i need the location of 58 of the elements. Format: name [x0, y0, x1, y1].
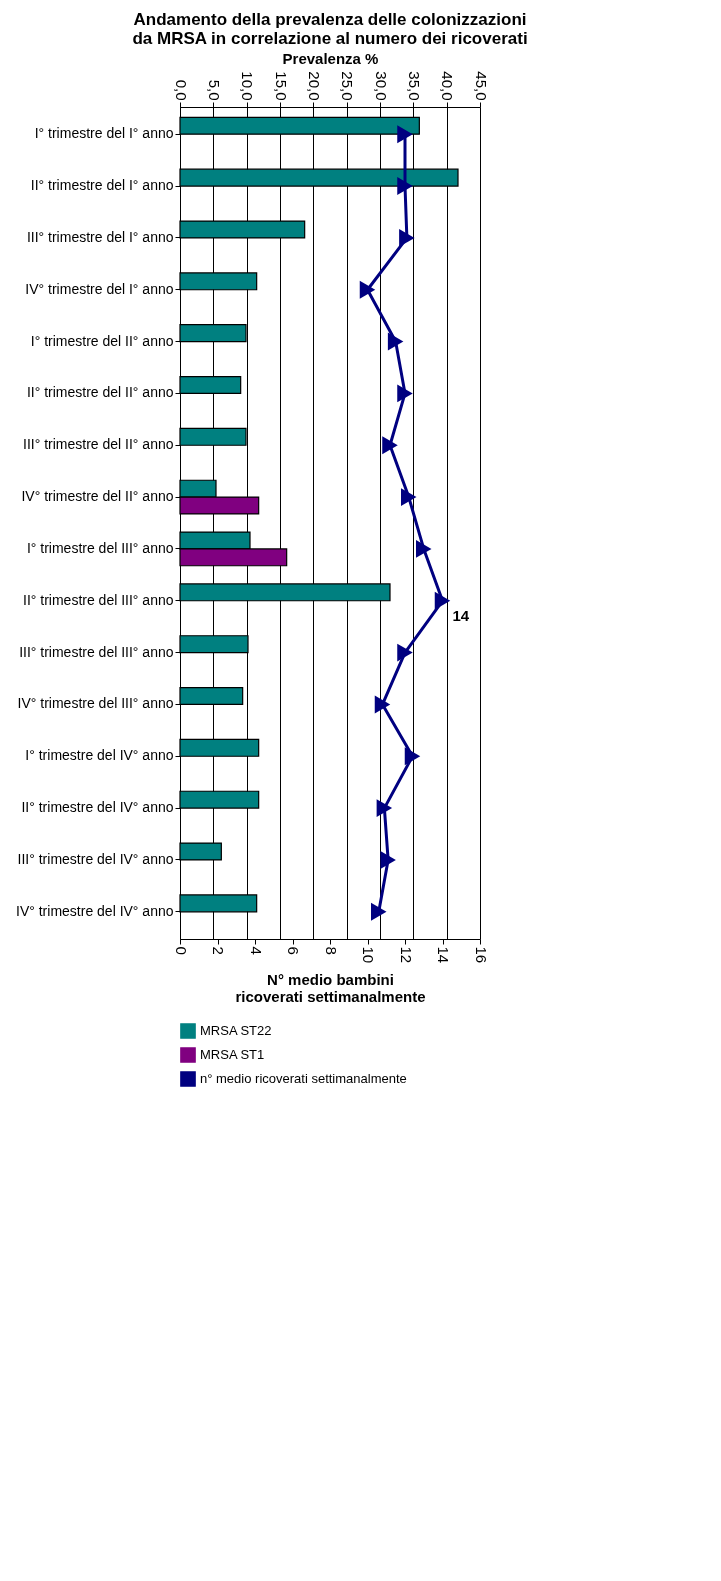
x-tick-label: 40,0 [439, 71, 457, 101]
point [397, 384, 413, 403]
y-tick-label: II° trimestre del II° anno [26, 384, 174, 401]
point [404, 747, 421, 766]
x-tick-label: 15,0 [272, 71, 290, 101]
point [399, 228, 415, 247]
y-tick-label: II° trimestre del III° anno [23, 591, 174, 608]
data-label: 14 [452, 606, 470, 624]
x2-tick-label: 12 [397, 946, 415, 964]
point [374, 695, 391, 714]
x2-tick-label: 4 [247, 946, 265, 955]
x2-tick-label: 14 [435, 946, 452, 964]
x-tick-label: 5,0 [205, 79, 223, 101]
point [397, 177, 413, 195]
x-tick-label: 45,0 [472, 71, 490, 101]
y-tick-label: I° trimestre del III° anno [26, 539, 174, 556]
point [371, 902, 387, 921]
x-axis-title: Prevalenza % [282, 50, 379, 68]
x-tick-label: 35,0 [405, 71, 423, 101]
x2-tick-label: 16 [472, 946, 490, 964]
point [416, 539, 432, 558]
y-tick-label: IV° trimestre del II° anno [21, 488, 174, 505]
point [434, 591, 451, 610]
legend-label: n° medio ricoverati settimanalmente [200, 1071, 407, 1086]
point [397, 125, 413, 144]
y-tick-label: II° trimestre del IV° anno [21, 799, 174, 816]
legend-label: MRSA ST22 [200, 1023, 272, 1038]
chart-title: Andamento della prevalenza delle colonizzazioni da MRSA in correlazione al numero dei ricoverati [132, 9, 528, 48]
y-tick-label: IV° trimestre del IV° anno [16, 902, 174, 919]
x-tick-label: 20,0 [305, 71, 323, 101]
y-tick-label: III° trimestre del I° anno [26, 228, 174, 245]
x2-axis-title: N° medio bambini ricoverati settimanalmente [235, 971, 426, 1006]
x-tick-label: 0,0 [172, 79, 190, 101]
y-tick-label: III° trimestre del IV° anno [17, 850, 174, 867]
y-tick-label: II° trimestre del I° anno [30, 177, 174, 194]
point [382, 436, 398, 455]
y-tick-label: IV° trimestre del III° anno [17, 695, 174, 712]
y-tick-label: III° trimestre del II° anno [23, 436, 174, 453]
y-tick-label: III° trimestre del III° anno [19, 643, 174, 660]
y-tick-label: I° trimestre del I° anno [34, 125, 174, 142]
point [387, 332, 404, 351]
x2-tick-label: 2 [210, 946, 227, 955]
x2-tick-label: 0 [172, 946, 190, 955]
point [376, 799, 393, 818]
point [380, 851, 396, 869]
x-tick-label: 30,0 [372, 71, 390, 101]
point [401, 488, 417, 507]
x-tick-label: 25,0 [339, 71, 357, 101]
x2-tick-label: 8 [322, 946, 340, 955]
point [397, 643, 413, 662]
y-tick-label: I° trimestre del IV° anno [25, 747, 174, 764]
x2-tick-label: 10 [360, 946, 377, 964]
x2-tick-label: 6 [285, 946, 302, 955]
y-tick-label: IV° trimestre del I° anno [25, 280, 174, 297]
point [359, 280, 376, 299]
x-tick-label: 10,0 [239, 71, 257, 101]
y-tick-label: I° trimestre del II° anno [30, 332, 174, 349]
legend-label: MRSA ST1 [200, 1047, 265, 1062]
